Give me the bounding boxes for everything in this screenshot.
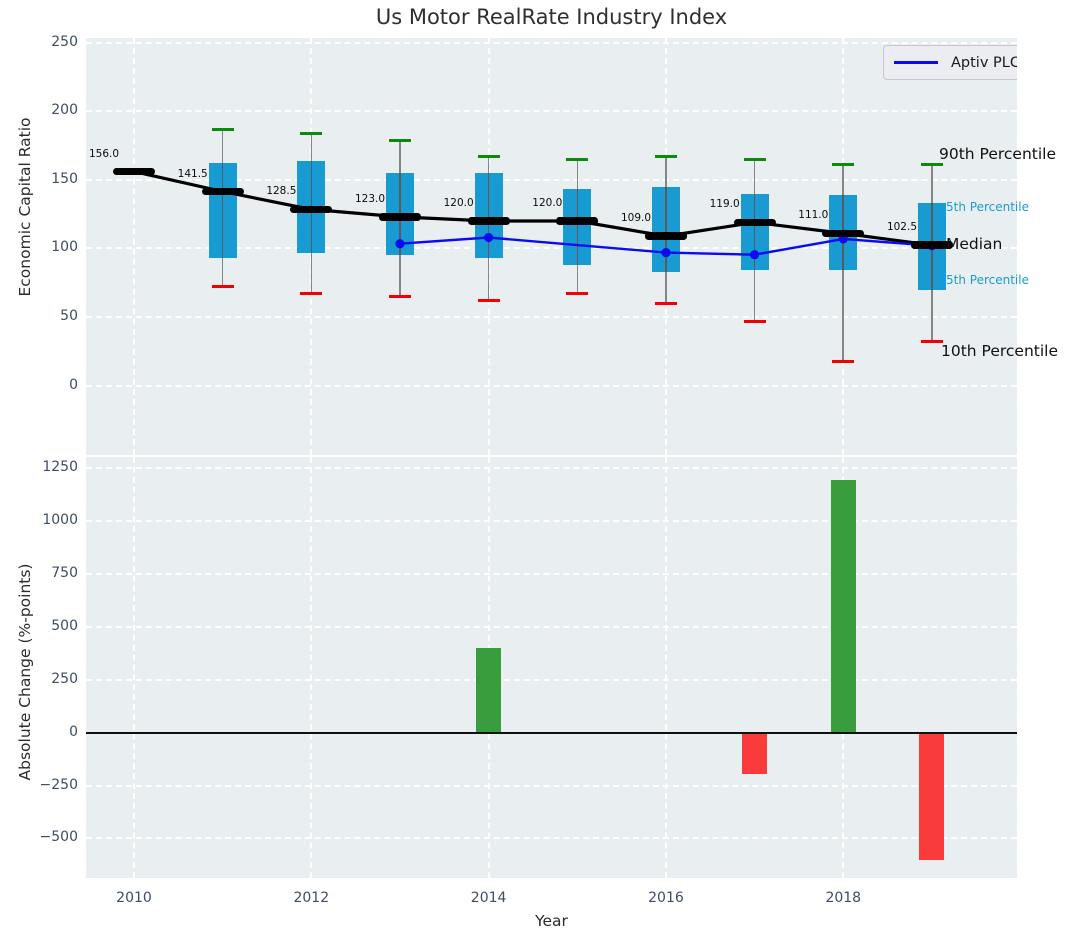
- median-dash-2014: [467, 217, 510, 225]
- top-ytick-label-250: 250: [51, 33, 78, 50]
- bottom-ytick-label-500: 500: [51, 617, 78, 634]
- top-ytick-label-50: 50: [60, 308, 78, 325]
- chart-title: Us Motor RealRate Industry Index: [375, 5, 728, 29]
- median-value-annotation-2014: 120.0: [443, 197, 474, 210]
- xtick-label-2016: 2016: [648, 890, 684, 906]
- legend-line-swatch: [894, 61, 938, 64]
- p90-cap-2012: [300, 131, 323, 135]
- top-ytick-label-0: 0: [69, 376, 78, 393]
- whisker-over-2014: [487, 173, 490, 259]
- bottom-ytick-label-750: 750: [51, 564, 78, 581]
- x-axis-label: Year: [535, 912, 568, 930]
- p90-cap-2017: [743, 157, 766, 161]
- p10-cap-2015: [566, 292, 589, 296]
- bottom-ytick-label-1250: 1250: [42, 459, 78, 476]
- top-axes: Aptiv PLC 156.0 141.5 128.5 123.0 120.0 120.0…: [86, 38, 1017, 455]
- median-value-annotation-2011: 141.5: [177, 167, 208, 180]
- top-y-axis-label: Economic Capital Ratio: [16, 117, 34, 297]
- gridline-h: [86, 316, 1017, 319]
- gridline-h: [86, 520, 1017, 523]
- median-dash-2015: [556, 217, 599, 225]
- bar-2014: [476, 648, 502, 733]
- bar-2018: [830, 479, 856, 733]
- gridline-v: [133, 38, 135, 455]
- p25-percentile-label: 5th Percentile: [946, 273, 1029, 287]
- gridline-h: [86, 625, 1017, 628]
- p90-percentile-label: 90th Percentile: [939, 145, 1057, 163]
- median-value-annotation-2012: 128.5: [266, 185, 297, 198]
- bottom-ytick-label--250: −250: [39, 776, 78, 793]
- zero-line: [86, 731, 1017, 734]
- median-dash-2010: [113, 167, 155, 176]
- gridline-h: [86, 678, 1017, 681]
- median-dash-2013: [378, 213, 421, 221]
- gridline-h: [86, 837, 1017, 840]
- gridline-h: [86, 41, 1017, 44]
- p75-percentile-label: 5th Percentile: [946, 200, 1029, 214]
- xtick-label-2010: 2010: [116, 890, 152, 906]
- whisker-over-2015: [576, 189, 579, 265]
- xtick-label-2012: 2012: [293, 890, 330, 906]
- p10-cap-2017: [743, 319, 766, 323]
- p10-cap-2014: [477, 299, 500, 303]
- p90-cap-2013: [388, 138, 411, 142]
- median-value-annotation-2010: 156.0: [89, 147, 120, 160]
- gridline-h: [86, 467, 1017, 470]
- whisker-over-2017: [753, 193, 756, 271]
- gridline-v: [664, 457, 667, 878]
- p90-cap-2019: [920, 163, 943, 167]
- top-ytick-label-100: 100: [51, 239, 78, 256]
- median-label: Median: [946, 235, 1003, 253]
- p90-cap-2014: [477, 155, 500, 159]
- median-value-annotation-2017: 119.0: [709, 198, 740, 211]
- p10-percentile-label: 10th Percentile: [941, 342, 1059, 360]
- bar-2017: [742, 732, 768, 774]
- median-dash-2017: [733, 218, 776, 227]
- median-dash-2016: [644, 232, 687, 240]
- bar-2019: [919, 732, 945, 860]
- median-value-annotation-2018: 111.0: [798, 209, 829, 222]
- p10-cap-2011: [211, 285, 234, 289]
- bottom-ytick-label--500: −500: [39, 829, 78, 846]
- median-dash-2012: [290, 205, 333, 214]
- p10-cap-2012: [300, 292, 323, 296]
- gridline-v: [133, 457, 135, 878]
- legend-label: Aptiv PLC: [951, 54, 1017, 71]
- xtick-label-2014: 2014: [470, 890, 507, 906]
- legend: Aptiv PLC: [883, 45, 1017, 80]
- p90-cap-2016: [654, 155, 677, 159]
- median-dash-2018: [822, 229, 865, 238]
- p10-cap-2013: [388, 295, 411, 298]
- median-dash-2011: [201, 187, 244, 196]
- gridline-h: [86, 784, 1017, 787]
- p10-cap-2019: [920, 340, 943, 344]
- p90-cap-2015: [566, 157, 589, 161]
- bottom-ytick-label-0: 0: [69, 723, 78, 740]
- median-value-annotation-2019: 102.5: [886, 221, 917, 234]
- p90-cap-2011: [211, 127, 234, 131]
- p10-cap-2016: [654, 301, 677, 305]
- bottom-ytick-label-1000: 1000: [42, 512, 78, 529]
- p90-cap-2018: [832, 163, 855, 167]
- median-value-annotation-2016: 109.0: [620, 212, 652, 225]
- gridline-v: [310, 457, 313, 878]
- gridline-h: [86, 572, 1017, 575]
- p10-cap-2018: [832, 359, 855, 363]
- bottom-axes: [86, 457, 1017, 878]
- top-ytick-label-200: 200: [51, 102, 78, 119]
- xtick-label-2018: 2018: [825, 890, 862, 906]
- median-value-annotation-2015: 120.0: [532, 197, 563, 210]
- whisker-over-2011: [221, 163, 224, 259]
- median-value-annotation-2013: 123.0: [354, 192, 386, 205]
- gridline-h: [86, 110, 1017, 113]
- whisker-over-2016: [665, 186, 667, 272]
- bottom-ytick-label-250: 250: [51, 670, 78, 687]
- top-ytick-label-150: 150: [51, 170, 78, 187]
- gridline-h: [86, 384, 1017, 387]
